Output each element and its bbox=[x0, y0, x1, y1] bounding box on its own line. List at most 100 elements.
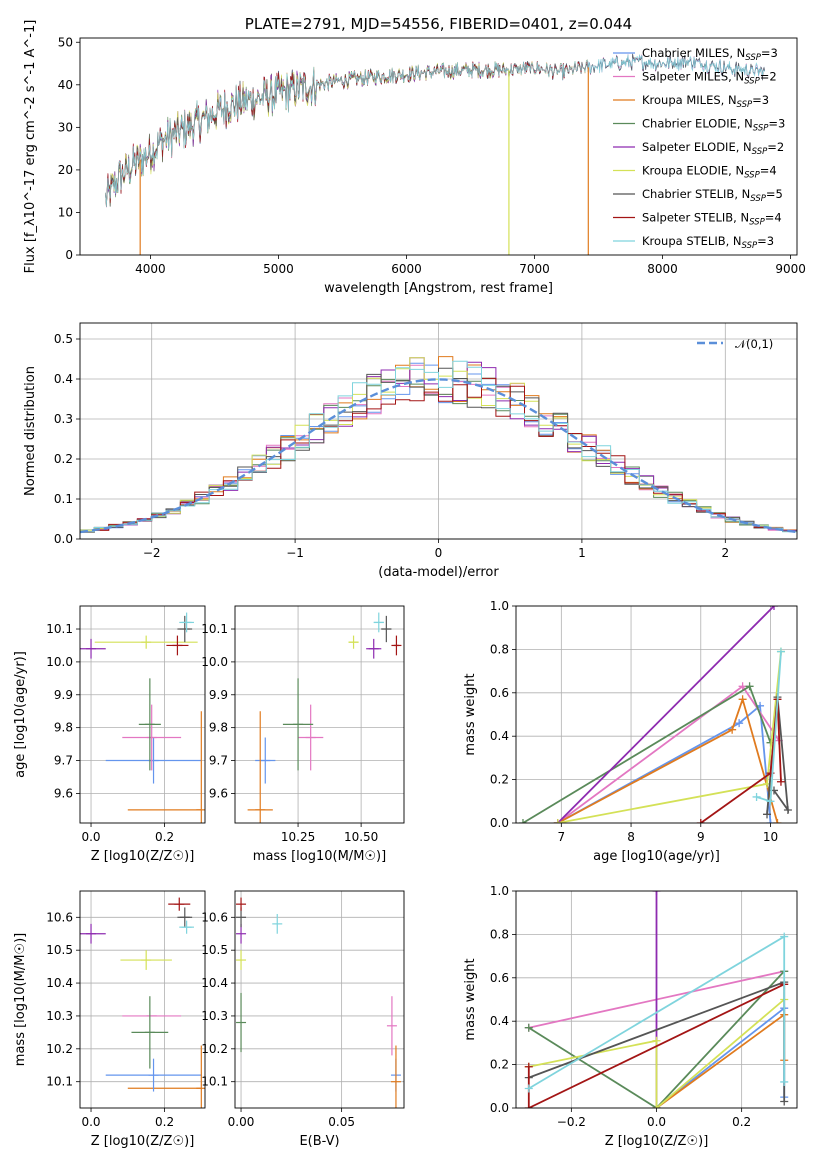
x-tick-label: 0.00 bbox=[228, 1115, 255, 1129]
x-tick-label: 5000 bbox=[263, 262, 294, 276]
weight-marker bbox=[783, 805, 792, 814]
panel-weight_vs_age: 7 8 9 10 0.0 0.2 0.4 0.6 0.8 1.0 age [log10(age/yr… bbox=[463, 599, 798, 864]
data-layer bbox=[236, 897, 401, 1108]
data-layer bbox=[80, 612, 205, 823]
y-tick-label: 0.0 bbox=[490, 816, 509, 830]
legend-label: Kroupa ELODIE, NSSP=4 bbox=[642, 164, 777, 181]
point-chabrier_elodie bbox=[131, 996, 169, 1069]
weight-marker bbox=[524, 1084, 533, 1093]
axes-frame bbox=[234, 890, 405, 1109]
y-tick-label: 9.9 bbox=[54, 688, 73, 702]
x-axis-label: Z [log10(Z/Z☉)] bbox=[91, 1134, 195, 1149]
point-kroupa_elodie bbox=[348, 635, 359, 649]
weight-marker bbox=[652, 1036, 661, 1045]
y-axis-label: Flux [f_λ10^-17 erg cm^-2 s^-1 A^-1] bbox=[23, 20, 38, 274]
x-tick-label: 0.2 bbox=[732, 1115, 751, 1129]
x-tick-label: 10.50 bbox=[344, 830, 378, 844]
y-tick-label: 10.1 bbox=[201, 1075, 228, 1089]
point-kroupa_miles bbox=[390, 1045, 401, 1108]
weight-marker bbox=[738, 695, 747, 704]
histogram-kroupa_stelib bbox=[80, 360, 797, 533]
y-tick-label: 10.1 bbox=[201, 622, 228, 636]
weight-marker bbox=[524, 1104, 533, 1108]
point-chabrier_elodie bbox=[282, 678, 314, 771]
weight-marker bbox=[752, 792, 761, 801]
x-axis-label: Z [log10(Z/Z☉)] bbox=[605, 1134, 709, 1149]
point-salpeter_elodie bbox=[80, 923, 106, 944]
panel-residuals: −2 −1 0 1 2 0.0 0.1 0.2 0.3 0.4 0.5 (data-model)/er… bbox=[23, 322, 798, 580]
data-layer bbox=[524, 891, 789, 1108]
chart-title: PLATE=2791, MJD=54556, FIBERID=0401, z=0… bbox=[245, 15, 632, 33]
legend-label: Salpeter STELIB, NSSP=4 bbox=[642, 211, 782, 228]
y-tick-label: 30 bbox=[58, 120, 73, 134]
legend-label: Kroupa MILES, NSSP=3 bbox=[642, 93, 769, 110]
point-salpeter_elodie bbox=[366, 638, 382, 659]
panel-mass_vs_Z: 0.0 0.2 10.1 10.2 10.3 10.4 10.5 10.6 Z [log10(Z… bbox=[13, 890, 206, 1149]
legend-label: Chabrier ELODIE, NSSP=3 bbox=[642, 117, 785, 134]
y-tick-label: 0.2 bbox=[490, 1058, 509, 1072]
point-chabrier_stelib bbox=[381, 615, 392, 643]
x-tick-label: 0.0 bbox=[81, 830, 100, 844]
y-tick-label: 10.5 bbox=[46, 943, 73, 957]
x-tick-label: 0.0 bbox=[81, 1115, 100, 1129]
spectrum-line bbox=[105, 61, 510, 204]
y-tick-label: 9.8 bbox=[209, 721, 228, 735]
weight-marker bbox=[745, 682, 754, 691]
x-axis-label: Z [log10(Z/Z☉)] bbox=[91, 849, 195, 864]
y-tick-label: 10.3 bbox=[46, 1009, 73, 1023]
y-tick-label: 0.6 bbox=[490, 971, 509, 985]
point-kroupa_miles bbox=[247, 711, 273, 823]
y-axis-label: mass weight bbox=[463, 673, 478, 755]
weight-marker bbox=[776, 777, 785, 786]
weight-marker bbox=[766, 797, 775, 806]
x-tick-label: 7000 bbox=[519, 262, 550, 276]
y-tick-label: 0.2 bbox=[490, 773, 509, 787]
weight-line-chabrier_miles bbox=[557, 704, 772, 823]
weight-line-salpeter_stelib bbox=[700, 699, 782, 823]
x-tick-label: 1 bbox=[578, 546, 586, 560]
y-tick-label: 10.4 bbox=[46, 976, 73, 990]
data-layer bbox=[105, 53, 766, 255]
x-tick-label: 4000 bbox=[135, 262, 166, 276]
y-tick-label: 10.3 bbox=[201, 1009, 228, 1023]
y-tick-label: 0.8 bbox=[490, 642, 509, 656]
x-tick-label: −2 bbox=[143, 546, 161, 560]
point-chabrier_elodie bbox=[138, 678, 161, 771]
panel-mass_vs_ebv: 0.00 0.05 10.1 10.2 10.3 10.4 10.5 10.6 E(B-V) bbox=[201, 890, 405, 1149]
y-tick-label: 10.2 bbox=[201, 1042, 228, 1056]
point-kroupa_elodie bbox=[236, 950, 247, 970]
y-axis-label: age [log10(age/yr)] bbox=[13, 651, 28, 778]
y-axis-label: Normed distribution bbox=[23, 366, 38, 496]
x-tick-label: 10 bbox=[763, 830, 778, 844]
y-tick-label: 10.0 bbox=[46, 655, 73, 669]
legend-label: Chabrier STELIB, NSSP=5 bbox=[642, 187, 783, 204]
x-tick-label: −0.2 bbox=[557, 1115, 586, 1129]
y-tick-label: 10.1 bbox=[46, 622, 73, 636]
y-tick-label: 50 bbox=[58, 35, 73, 49]
weight-line-kroupa_miles bbox=[557, 696, 779, 823]
y-tick-label: 10.6 bbox=[201, 910, 228, 924]
y-tick-label: 9.8 bbox=[54, 721, 73, 735]
weight-marker bbox=[763, 810, 772, 819]
y-tick-label: 10.0 bbox=[201, 655, 228, 669]
weight-line-chabrier_elodie bbox=[522, 684, 772, 823]
x-tick-label: 8 bbox=[627, 830, 635, 844]
x-tick-label: 0.05 bbox=[328, 1115, 355, 1129]
legend-label: Chabrier MILES, NSSP=3 bbox=[642, 46, 778, 63]
x-tick-label: −1 bbox=[286, 546, 304, 560]
x-tick-label: 0 bbox=[435, 546, 443, 560]
point-kroupa_stelib bbox=[373, 612, 384, 633]
y-tick-label: 9.6 bbox=[54, 786, 73, 800]
y-tick-label: 10 bbox=[58, 205, 73, 219]
weight-marker bbox=[766, 819, 775, 823]
x-tick-label: 7 bbox=[558, 830, 566, 844]
weight-marker bbox=[769, 606, 778, 610]
axes-frame bbox=[234, 605, 405, 824]
normal-curve bbox=[80, 378, 797, 534]
weight-marker bbox=[780, 1097, 789, 1106]
point-chabrier_stelib bbox=[177, 615, 193, 643]
point-salpeter_miles bbox=[386, 996, 397, 1056]
point-kroupa_stelib bbox=[179, 612, 194, 633]
weight-marker bbox=[652, 1104, 661, 1108]
